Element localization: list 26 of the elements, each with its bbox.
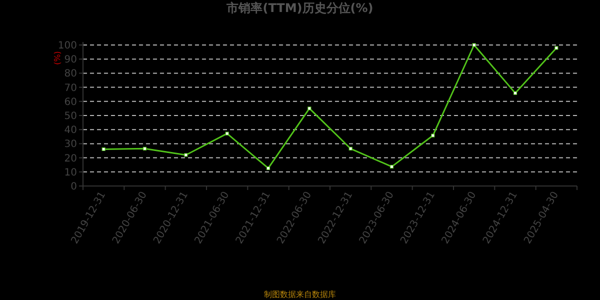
point (390, 164, 394, 168)
point (431, 134, 435, 138)
point (266, 166, 270, 170)
y-tick-label: 60 (64, 96, 77, 108)
point (225, 132, 229, 136)
point (472, 43, 476, 47)
y-tick-label: 20 (64, 153, 77, 164)
y-tick-label: 80 (64, 68, 77, 80)
y-axis-title: (%) (53, 51, 62, 65)
y-tick-label: 90 (64, 54, 77, 66)
chart-title: 市销率(TTM)历史分位(%) (226, 1, 374, 15)
y-tick-label: 0 (70, 182, 77, 192)
point (308, 106, 312, 110)
point (102, 147, 106, 151)
y-tick-label: 70 (64, 82, 77, 94)
y-tick-label: 100 (58, 40, 77, 52)
point (554, 46, 558, 50)
point (513, 91, 518, 95)
y-tick-label: 50 (64, 111, 77, 122)
point (142, 146, 147, 150)
y-tick-label: 30 (64, 139, 77, 150)
y-tick-label: 40 (64, 125, 77, 136)
text: 制图数据来自数据库 (264, 290, 336, 299)
point (348, 146, 352, 150)
y-tick-label: 10 (64, 167, 77, 178)
point (184, 153, 188, 157)
